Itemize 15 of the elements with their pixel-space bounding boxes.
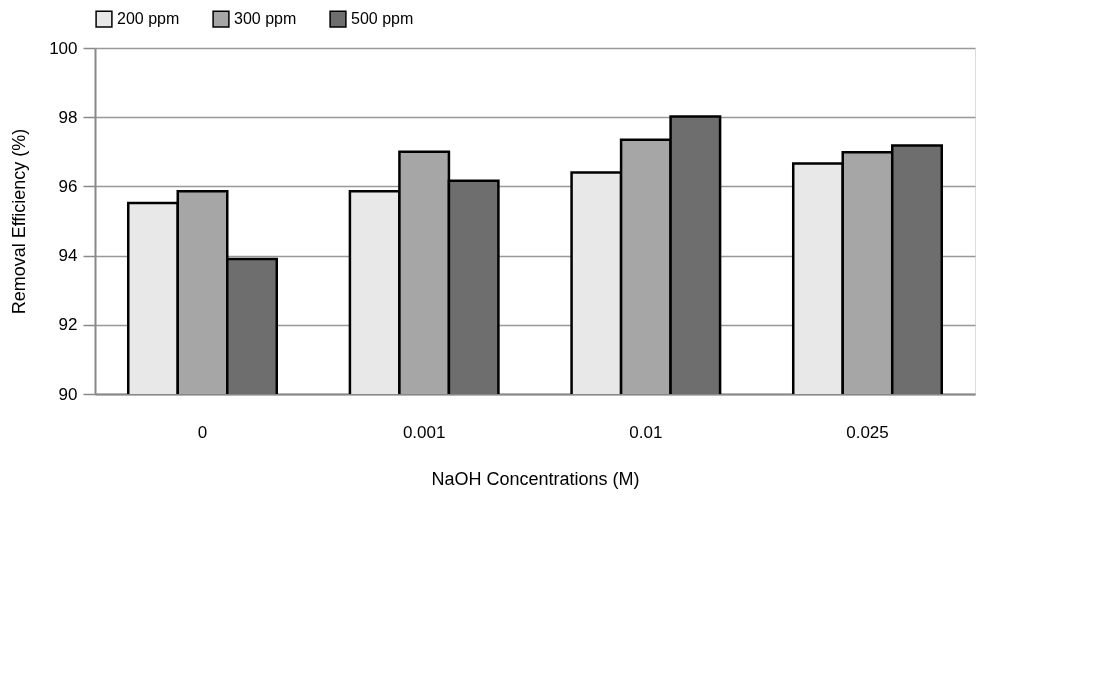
x-tick-label: 0.01 [629,422,663,442]
x-axis-title: NaOH Concentrations (M) [431,468,640,489]
y-tick-label: 100 [49,38,78,58]
y-axis-title: Removal Efficiency (%) [9,128,30,315]
legend-label: 200 ppm [117,10,180,28]
x-tick-label: 0 [197,422,208,442]
x-tick-label: 0.025 [846,422,889,442]
y-tick-label: 98 [58,107,78,127]
y-tick-label: 96 [58,176,78,196]
y-tick-label: 92 [58,315,78,335]
legend-label: 500 ppm [351,10,414,28]
x-tick-label: 0.001 [402,422,446,442]
legend-label: 300 ppm [234,10,297,28]
y-tick-label: 94 [58,246,78,266]
y-tick-label: 90 [58,384,78,404]
